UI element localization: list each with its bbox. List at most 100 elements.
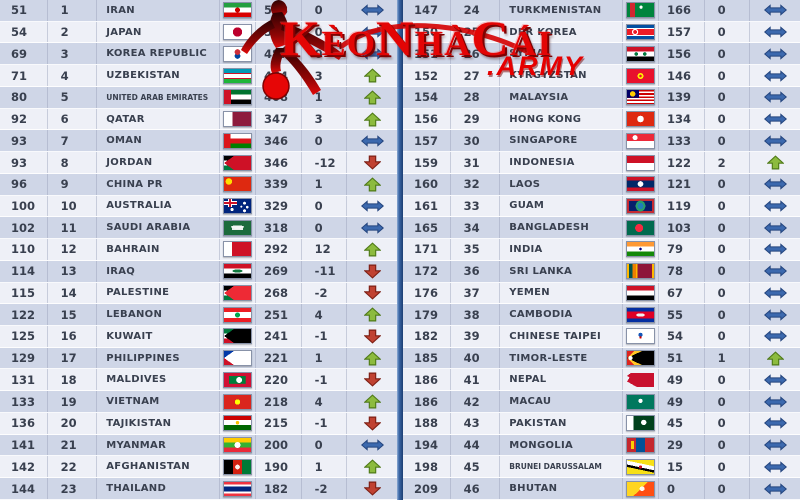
- world-rank-cell: 156: [403, 108, 451, 130]
- world-rank-cell: 144: [0, 478, 48, 499]
- table-row: 92 6 QATAR 347 3: [0, 108, 397, 131]
- world-rank-cell: 96: [0, 173, 48, 195]
- world-rank-cell: 110: [0, 239, 48, 260]
- country-cell: UZBEKISTAN: [97, 65, 221, 86]
- gu-flag-icon: [626, 197, 656, 214]
- world-rank-cell: 71: [0, 65, 48, 86]
- trend-cell: [347, 43, 397, 64]
- trend-cell: [750, 456, 800, 477]
- points-cell: 49: [659, 391, 705, 412]
- world-rank-cell: 80: [0, 86, 48, 108]
- points-cell: 156: [659, 43, 705, 65]
- trend-cell: [750, 435, 800, 456]
- points-cell: 241: [256, 326, 302, 347]
- no-change-arrow-icon: [763, 461, 787, 473]
- table-row: 102 11 SAUDI ARABIA 318 0: [0, 217, 397, 240]
- country-cell: TIMOR-LESTE: [500, 347, 624, 369]
- down-arrow-icon: [363, 264, 381, 279]
- afc-rank-cell: 6: [48, 108, 98, 130]
- no-change-arrow-icon: [763, 439, 787, 451]
- points-cell: 268: [256, 282, 302, 304]
- country-cell: MACAU: [500, 391, 624, 412]
- up-arrow-icon: [363, 242, 381, 257]
- table-row: 160 32 LAOS 121 0: [403, 173, 800, 196]
- flag-cell: [623, 304, 660, 326]
- points-cell: 190: [256, 456, 302, 478]
- world-rank-cell: 161: [403, 195, 451, 217]
- country-cell: QATAR: [97, 108, 221, 130]
- world-rank-cell: 51: [0, 0, 48, 21]
- trend-cell: [750, 478, 800, 499]
- mm-flag-icon: [223, 437, 253, 454]
- change-cell: 2: [705, 152, 751, 173]
- bd-flag-icon: [626, 219, 656, 236]
- trend-cell: [750, 283, 800, 304]
- world-rank-cell: 92: [0, 108, 48, 130]
- points-cell: 339: [256, 173, 302, 195]
- bh-flag-icon: [223, 241, 253, 258]
- kp-flag-icon: [626, 24, 656, 41]
- flag-cell: [220, 65, 257, 86]
- up-arrow-icon: [363, 350, 381, 366]
- afc-rank-cell: 44: [451, 434, 501, 456]
- country-cell: MALDIVES: [97, 369, 221, 391]
- sy-flag-icon: [626, 45, 656, 62]
- flag-cell: [623, 282, 660, 304]
- country-cell: KYRGYZSTAN: [500, 65, 624, 86]
- afc-rank-cell: 17: [48, 347, 98, 369]
- afc-rank-cell: 7: [48, 130, 98, 152]
- afc-rank-cell: 13: [48, 260, 98, 282]
- table-row: 150 25 DPR KOREA 157 0: [403, 21, 800, 44]
- change-cell: 0: [302, 217, 348, 239]
- world-rank-cell: 182: [403, 326, 451, 347]
- flag-cell: [623, 217, 660, 239]
- flag-cell: [220, 130, 257, 152]
- country-cell: IRAN: [97, 0, 221, 21]
- change-cell: 4: [302, 304, 348, 326]
- points-cell: 133: [659, 130, 705, 152]
- trend-cell: [347, 456, 397, 477]
- down-arrow-icon: [363, 285, 381, 301]
- country-cell: YEMEN: [500, 282, 624, 304]
- country-cell: MONGOLIA: [500, 434, 624, 456]
- world-rank-cell: 198: [403, 456, 451, 478]
- change-cell: 1: [705, 347, 751, 369]
- country-cell: BAHRAIN: [97, 239, 221, 260]
- kr-flag-icon: [223, 45, 253, 62]
- jo-flag-icon: [223, 154, 253, 171]
- trend-cell: [750, 0, 800, 21]
- world-rank-cell: 122: [0, 304, 48, 326]
- table-row: 152 27 KYRGYZSTAN 146 0: [403, 65, 800, 87]
- world-rank-cell: 176: [403, 282, 451, 304]
- table-row: 93 8 JORDAN 346 -12: [0, 152, 397, 174]
- change-cell: 12: [302, 239, 348, 260]
- points-cell: 146: [659, 65, 705, 86]
- no-change-arrow-icon: [360, 200, 384, 212]
- country-cell: CHINESE TAIPEI: [500, 326, 624, 347]
- points-cell: 218: [256, 391, 302, 412]
- afc-rank-cell: 26: [451, 43, 501, 65]
- points-cell: 49: [659, 369, 705, 391]
- trend-cell: [750, 391, 800, 412]
- world-rank-cell: 179: [403, 304, 451, 326]
- no-change-arrow-icon: [763, 91, 787, 104]
- om-flag-icon: [223, 132, 253, 149]
- world-rank-cell: 185: [403, 347, 451, 369]
- change-cell: 0: [705, 456, 751, 478]
- country-cell: TURKMENISTAN: [500, 0, 624, 21]
- world-rank-cell: 129: [0, 347, 48, 369]
- country-cell: TAJIKISTAN: [97, 412, 221, 434]
- table-row: 136 20 TAJIKISTAN 215 -1: [0, 412, 397, 435]
- change-cell: 0: [302, 195, 348, 217]
- no-change-arrow-icon: [763, 178, 787, 191]
- table-row: 151 26 SYRIA 156 0: [403, 43, 800, 66]
- points-cell: 55: [659, 304, 705, 326]
- afc-rank-cell: 22: [48, 456, 98, 478]
- af-flag-icon: [223, 458, 253, 475]
- down-arrow-icon: [363, 416, 381, 431]
- country-cell: HONG KONG: [500, 108, 624, 130]
- flag-cell: [623, 478, 660, 499]
- flag-cell: [623, 391, 660, 412]
- flag-cell: [220, 173, 257, 195]
- change-cell: 0: [705, 412, 751, 434]
